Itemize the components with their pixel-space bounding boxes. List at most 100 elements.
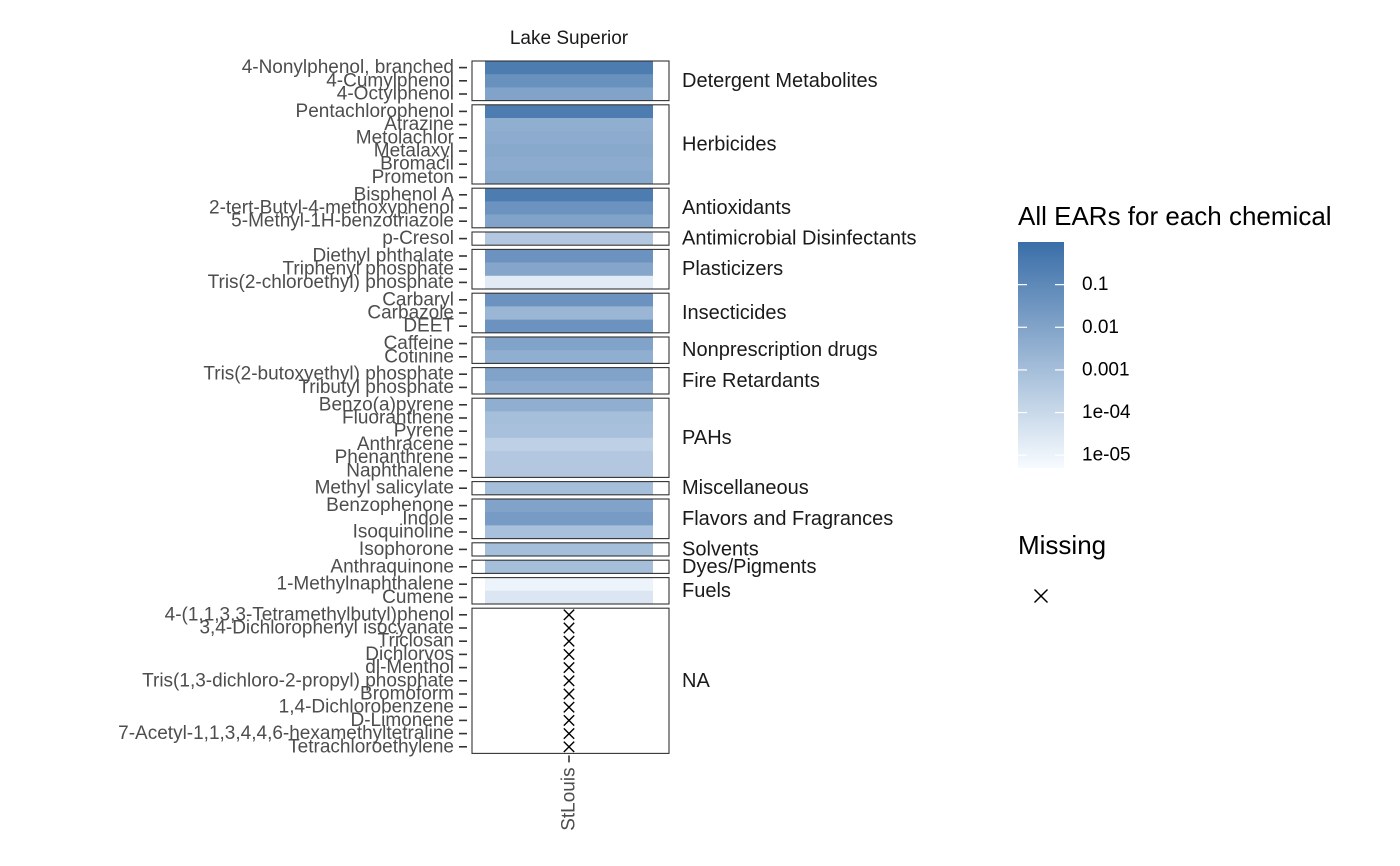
y-tick-label: Phenanthrene (335, 447, 454, 468)
y-tick-label: 1,4-Dichlorobenzene (279, 697, 454, 718)
heat-cell (485, 337, 653, 351)
y-tick-label: 3,4-Dichlorophenyl isocyanate (199, 618, 454, 639)
heat-cell (485, 590, 653, 605)
missing-mark (563, 635, 575, 647)
heat-cell (485, 481, 653, 496)
panel-13 (471, 577, 670, 605)
heat-cell (485, 118, 653, 132)
panel-border (471, 292, 670, 334)
y-tick-label: Benzo(a)pyrene (319, 394, 454, 415)
y-tick-label: Anthracene (357, 434, 454, 455)
y-tick-label: Tributyl phosphate (298, 377, 454, 398)
group-label: Solvents (682, 538, 759, 560)
group-label: Miscellaneous (682, 477, 809, 499)
y-tick-label: Naphthalene (346, 460, 454, 481)
y-tick-label: Cumene (382, 587, 454, 608)
panel-border (471, 397, 670, 478)
y-tick-label: Atrazine (384, 114, 454, 135)
heat-cell (485, 249, 653, 263)
y-tick-label: Carbazole (367, 303, 454, 324)
y-tick-label: Methyl salicylate (315, 478, 454, 499)
heat-cell (485, 131, 653, 145)
heat-cell (485, 74, 653, 88)
panel-border (471, 187, 670, 229)
y-tick-label: Cotinine (384, 346, 454, 367)
panel-0 (471, 60, 670, 102)
y-tick-label: Caffeine (384, 333, 454, 354)
heat-cell (485, 87, 653, 101)
y-tick-label: 1-Methylnaphthalene (277, 574, 454, 595)
panel-2 (471, 187, 670, 229)
missing-mark (563, 714, 575, 727)
y-tick-label: Tris(1,3-dichloro-2-propyl) phosphate (142, 670, 454, 691)
y-tick-label: Metalaxyl (374, 141, 454, 162)
heat-cell (485, 437, 653, 452)
y-tick-label: Prometon (372, 167, 454, 188)
heat-cell (485, 293, 653, 307)
panel-6 (471, 336, 670, 364)
panel-4 (471, 248, 670, 290)
heat-cell (485, 201, 653, 215)
y-tick-label: Bromacil (380, 154, 454, 175)
y-axis-labels: 4-Nonylphenol, branched4-Cumylphenol4-Oc… (118, 57, 467, 757)
missing-mark (563, 675, 575, 687)
y-tick-label: Carbaryl (382, 289, 454, 310)
heat-cell (485, 275, 653, 290)
panel-12 (471, 559, 670, 574)
group-label: NA (682, 670, 710, 692)
heat-cell (485, 104, 653, 119)
panel-border (471, 577, 670, 605)
y-tick-label: Bisphenol A (354, 184, 455, 205)
y-tick-label: Triphenyl phosphate (283, 259, 454, 280)
y-tick-label: 4-(1,1,3,3-Tetramethylbutyl)phenol (165, 604, 454, 625)
missing-mark (563, 622, 575, 634)
heat-cell (485, 350, 653, 364)
heat-cell (485, 306, 653, 320)
panel-border (471, 336, 670, 364)
missing-mark (563, 741, 575, 753)
heat-cell (485, 157, 653, 172)
legend-break-label: 1e-04 (1082, 402, 1131, 423)
x-tick-label: StLouis (559, 767, 580, 830)
missing-legend-key (1033, 588, 1049, 604)
heat-cell (485, 542, 653, 557)
y-tick-label: 4-Octylphenol (337, 84, 454, 105)
heat-cell (485, 232, 653, 246)
legend-break-label: 0.001 (1082, 359, 1130, 380)
panel-border (471, 248, 670, 290)
heat-cell (485, 188, 653, 202)
y-tick-label: p-Cresol (382, 228, 454, 249)
panel-border (471, 60, 670, 102)
heat-cell (485, 367, 653, 382)
heat-cell (485, 424, 653, 439)
y-tick-label: Triclosan (378, 631, 454, 652)
group-label: Plasticizers (682, 258, 783, 280)
y-tick-label: Diethyl phthalate (312, 246, 454, 267)
heat-cell (485, 411, 653, 425)
y-tick-label: 4-Nonylphenol, branched (242, 57, 454, 78)
y-tick-label: 7-Acetyl-1,1,3,4,4,6-hexamethyltetraline (118, 723, 454, 744)
x-axis: StLouis (559, 755, 580, 831)
missing-mark (563, 688, 575, 700)
group-labels: Detergent Metabolites Herbicides Antioxida… (682, 70, 917, 692)
missing-mark (563, 701, 575, 713)
panel-10 (471, 498, 670, 540)
heat-cell (485, 319, 653, 334)
heat-cell (485, 525, 653, 539)
legend-break-label: 0.01 (1082, 317, 1119, 338)
y-tick-label: Fluoranthene (342, 408, 454, 429)
heat-cell (485, 560, 653, 574)
legend-title: All EARs for each chemical (1018, 201, 1332, 231)
heat-cell (485, 170, 653, 185)
y-tick-label: Tris(2-chloroethyl) phosphate (208, 272, 454, 293)
panel-border (471, 104, 670, 185)
missing-mark (563, 727, 575, 740)
heat-cell (485, 398, 653, 412)
panel-9 (471, 481, 670, 496)
panel-border (471, 481, 670, 496)
panel-border (471, 559, 670, 574)
group-label: Fire Retardants (682, 370, 820, 392)
legend: All EARs for each chemical 0.1 0.01 0.001 1e… (1018, 201, 1332, 604)
group-label: Nonprescription drugs (682, 339, 878, 361)
y-tick-label: dl-Menthol (365, 657, 454, 678)
